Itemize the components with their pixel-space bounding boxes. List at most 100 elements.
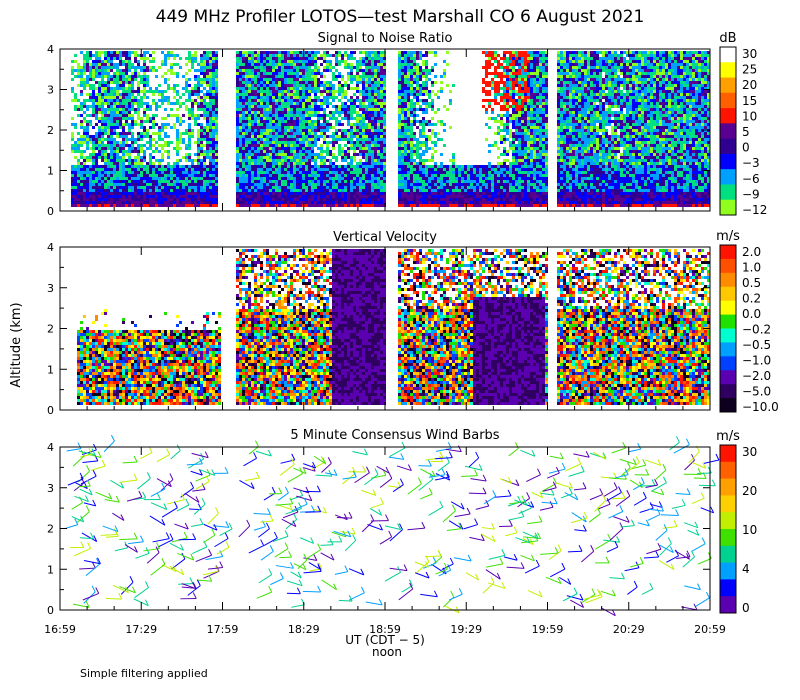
snr-cell [209, 129, 212, 132]
snr-cell [317, 129, 320, 132]
snr-cell [74, 138, 77, 141]
snr-cell [128, 177, 131, 180]
snr-cell [290, 180, 293, 183]
snr-cell [335, 129, 338, 132]
snr-cell [173, 51, 176, 54]
snr-cell [350, 78, 353, 81]
snr-cell [215, 66, 218, 69]
snr-cell [197, 81, 200, 84]
snr-cell [338, 153, 341, 156]
snr-cell [305, 111, 308, 114]
snr-cell [122, 111, 125, 114]
snr-cell [278, 99, 281, 102]
snr-cell [365, 150, 368, 153]
snr-cell [335, 162, 338, 165]
snr-cell [311, 135, 314, 138]
snr-cell [188, 126, 191, 129]
snr-cell [212, 81, 215, 84]
snr-cell [98, 201, 101, 204]
snr-cell [347, 186, 350, 189]
snr-cell [308, 195, 311, 198]
snr-cell [287, 57, 290, 60]
snr-cell [353, 51, 356, 54]
snr-cell [197, 75, 200, 78]
snr-cell [269, 87, 272, 90]
snr-cell [302, 162, 305, 165]
snr-cell [314, 99, 317, 102]
snr-cell [113, 60, 116, 63]
snr-cell [116, 114, 119, 117]
snr-cell [197, 144, 200, 147]
snr-cell [341, 186, 344, 189]
snr-cell [197, 72, 200, 75]
snr-cell [128, 57, 131, 60]
snr-cell [80, 153, 83, 156]
snr-cell [176, 153, 179, 156]
snr-cell [263, 120, 266, 123]
snr-cell [305, 126, 308, 129]
snr-cell [83, 126, 86, 129]
snr-cell [143, 183, 146, 186]
snr-cell [83, 117, 86, 120]
snr-cell [254, 198, 257, 201]
snr-cell [365, 180, 368, 183]
snr-cell [113, 147, 116, 150]
snr-cell [95, 132, 98, 135]
snr-cell [302, 81, 305, 84]
snr-cell [122, 99, 125, 102]
snr-cell [200, 72, 203, 75]
snr-cell [110, 78, 113, 81]
snr-cell [137, 126, 140, 129]
snr-cell [329, 108, 332, 111]
snr-cell [86, 156, 89, 159]
snr-cell [200, 75, 203, 78]
snr-cell [266, 165, 269, 168]
snr-cell [287, 204, 290, 207]
snr-cell [161, 168, 164, 171]
snr-cell [104, 162, 107, 165]
snr-cell [188, 72, 191, 75]
snr-cell [299, 78, 302, 81]
snr-cell [338, 51, 341, 54]
snr-cell [167, 171, 170, 174]
snr-cell [167, 72, 170, 75]
snr-cell [164, 186, 167, 189]
snr-cell [116, 63, 119, 66]
snr-cell [167, 54, 170, 57]
snr-cell [290, 135, 293, 138]
snr-cell [248, 111, 251, 114]
snr-cell [374, 159, 377, 162]
snr-cell [332, 66, 335, 69]
snr-cell [155, 123, 158, 126]
snr-cell [116, 132, 119, 135]
snr-cell [278, 135, 281, 138]
snr-cell [74, 129, 77, 132]
snr-cell [191, 189, 194, 192]
snr-cell [86, 105, 89, 108]
snr-cell [341, 51, 344, 54]
snr-cell [86, 198, 89, 201]
snr-cell [203, 123, 206, 126]
snr-cell [356, 69, 359, 72]
snr-cell [248, 90, 251, 93]
snr-cell [254, 123, 257, 126]
snr-cell [80, 126, 83, 129]
snr-cell [149, 90, 152, 93]
snr-cell [323, 54, 326, 57]
snr-cell [185, 63, 188, 66]
snr-cell [332, 114, 335, 117]
snr-cell [293, 144, 296, 147]
snr-cell [125, 168, 128, 171]
snr-cell [212, 171, 215, 174]
snr-cell [317, 126, 320, 129]
snr-cell [254, 84, 257, 87]
snr-cell [314, 102, 317, 105]
snr-cell [116, 87, 119, 90]
snr-cell [248, 156, 251, 159]
snr-cell [329, 57, 332, 60]
snr-cell [329, 132, 332, 135]
snr-cell [308, 60, 311, 63]
snr-cell [74, 93, 77, 96]
snr-cell [125, 105, 128, 108]
snr-cell [173, 156, 176, 159]
